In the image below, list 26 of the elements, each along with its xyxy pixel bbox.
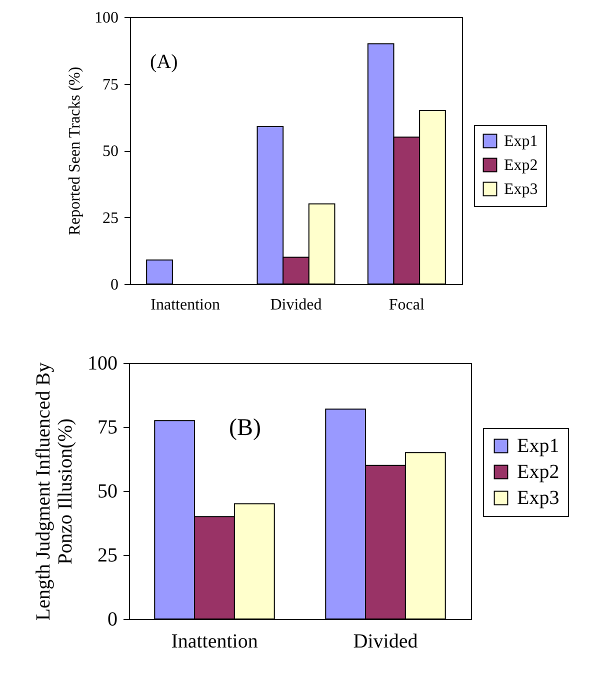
y-tick-label: 50 — [102, 143, 118, 160]
text: (A) — [150, 51, 178, 73]
y-tick-label: 100 — [88, 352, 118, 374]
y-tick-label: 100 — [94, 10, 118, 26]
x-tick-label: Inattention — [150, 296, 220, 314]
legend-label: Exp2 — [504, 157, 538, 174]
legend-label: Exp2 — [517, 461, 560, 483]
y-tick-label: 25 — [102, 210, 118, 227]
x-tick-label: Divided — [353, 630, 418, 652]
x-tick-label: Inattention — [171, 630, 258, 652]
y-axis-title: Reported Seen Tracks (%) — [66, 66, 84, 236]
legend-label: Exp3 — [517, 487, 560, 509]
y-tick-label: 75 — [102, 76, 118, 94]
x-tick-label: Divided — [270, 296, 322, 314]
legend-label: Exp1 — [504, 133, 538, 150]
y-tick-label: 25 — [98, 544, 118, 566]
y-tick-label: 0 — [110, 276, 118, 294]
y-tick-label: 75 — [98, 416, 118, 438]
text: (B) — [229, 415, 261, 441]
y-axis-title: Length Judgment Influenced By Ponzo Illusion(%) — [32, 362, 76, 621]
y-tick-label: 50 — [98, 480, 118, 502]
y-tick-label: 0 — [108, 608, 118, 630]
legend-label: Exp3 — [504, 181, 538, 198]
x-tick-label: Focal — [388, 296, 425, 314]
bar — [146, 259, 173, 284]
legend-label: Exp1 — [517, 435, 560, 457]
